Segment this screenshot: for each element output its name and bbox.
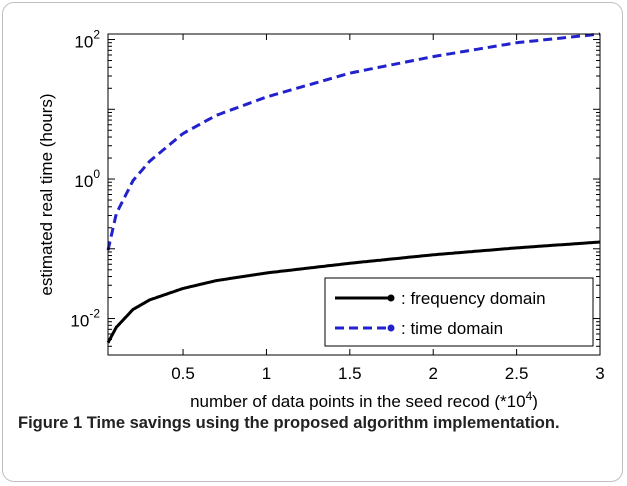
figure-caption: Figure 1 Time savings using the proposed… [18,412,608,434]
legend-box [324,277,594,347]
x-axis-ticks: 0.5 1 1.5 2 2.5 3 [171,34,605,383]
x-axis-label: number of data points in the seed recod … [190,389,538,410]
y-tick-label: 10-2 [70,307,100,331]
caption-text: Time savings using the proposed algorith… [86,414,560,432]
legend-marker [387,294,395,302]
y-tick-label: 100 [74,167,100,191]
series-layer [106,32,601,344]
caption-label: Figure 1 [18,414,83,432]
x-tick-label: 2.5 [505,364,529,383]
legend-label: : frequency domain [401,289,546,308]
legend: : frequency domain : time domain [324,277,594,347]
series-line-frequency-domain [106,240,601,344]
x-tick-label: 0.5 [171,364,195,383]
x-tick-label: 1 [262,364,271,383]
legend-label: : time domain [401,319,503,338]
x-tick-label: 3 [595,364,604,383]
series-line-time-domain [106,32,601,251]
x-tick-label: 2 [428,364,437,383]
x-tick-label: 1.5 [338,364,362,383]
y-axis-label: estimated real time (hours) [37,93,56,295]
y-tick-label: 102 [74,28,100,52]
chart: 0.5 1 1.5 2 2.5 3 10-2 100 102 number of data p… [37,28,605,410]
y-axis-ticks: 10-2 100 102 [70,28,600,356]
legend-marker [387,324,395,332]
